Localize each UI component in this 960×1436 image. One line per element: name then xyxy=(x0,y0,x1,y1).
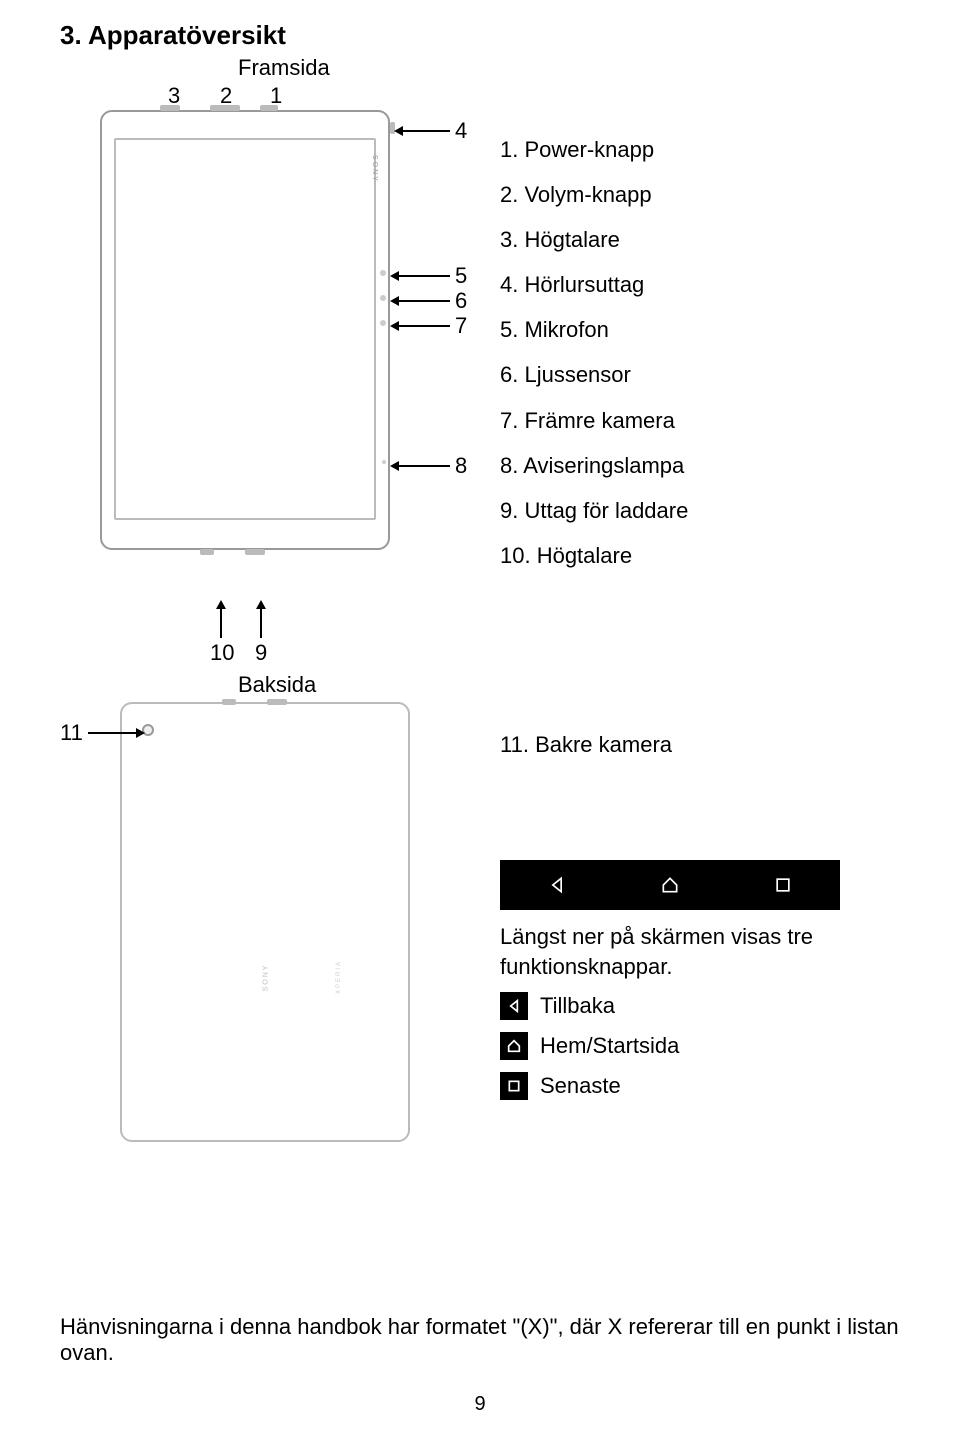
sony-logo-back: SONY xyxy=(262,964,269,992)
nav-legend-home: Hem/Startsida xyxy=(500,1032,679,1060)
back-top-notch xyxy=(222,699,236,705)
front-legend: 1. Power-knapp 2. Volym-knapp 3. Högtala… xyxy=(500,127,688,578)
callout-7: 7 xyxy=(455,313,467,339)
back-label: Tillbaka xyxy=(540,993,615,1019)
arrow-line xyxy=(220,608,222,638)
android-navbar xyxy=(500,860,840,910)
home-icon xyxy=(660,875,680,895)
frontcam-dot xyxy=(380,320,386,326)
back-top-notch2 xyxy=(267,699,287,705)
device-back: SONY XPERIA xyxy=(120,702,410,1142)
arrow-head xyxy=(256,600,266,609)
back-legend: 11. Bakre kamera xyxy=(500,732,672,758)
nav-legend-back: Tillbaka xyxy=(500,992,615,1020)
power-button xyxy=(260,105,278,111)
arrow-line xyxy=(398,300,450,302)
callout-5: 5 xyxy=(455,263,467,289)
arrow-head xyxy=(390,271,399,281)
home-label: Hem/Startsida xyxy=(540,1033,679,1059)
callout-9: 9 xyxy=(255,640,267,666)
charger-port xyxy=(245,549,265,555)
volume-button xyxy=(210,105,240,111)
xperia-logo: XPERIA xyxy=(336,960,342,994)
callout-10: 10 xyxy=(210,640,234,666)
led-dot xyxy=(382,460,386,464)
arrow-head xyxy=(216,600,226,609)
recent-icon xyxy=(773,875,793,895)
back-label: Baksida xyxy=(238,672,316,698)
arrow-line xyxy=(88,732,138,734)
front-label: Framsida xyxy=(238,55,330,81)
legend-item: 4. Hörlursuttag xyxy=(500,262,688,307)
device-front: SONY xyxy=(100,110,390,550)
legend-item: 5. Mikrofon xyxy=(500,307,688,352)
tablet-screen xyxy=(114,138,376,520)
bottom-speaker xyxy=(200,549,214,555)
callout-6: 6 xyxy=(455,288,467,314)
page-number: 9 xyxy=(0,1393,960,1416)
legend-item: 2. Volym-knapp xyxy=(500,172,688,217)
arrow-head xyxy=(390,321,399,331)
legend-item: 9. Uttag för laddare xyxy=(500,488,688,533)
lightsensor-dot xyxy=(380,295,386,301)
navbar-description: Längst ner på skärmen visas tre funktion… xyxy=(500,922,880,981)
arrow-line xyxy=(398,325,450,327)
back-icon-small xyxy=(500,992,528,1020)
footnote: Hänvisningarna i denna handbok har forma… xyxy=(60,1314,900,1366)
arrow-head xyxy=(394,126,403,136)
arrow-line xyxy=(398,465,450,467)
back-icon xyxy=(547,875,567,895)
recent-label: Senaste xyxy=(540,1073,621,1099)
arrow-head xyxy=(136,728,145,738)
callout-4: 4 xyxy=(455,118,467,144)
legend-item: 6. Ljussensor xyxy=(500,352,688,397)
back-diagram-section: 10 9 Baksida SONY XPERIA 11 11. Bakre ka… xyxy=(60,640,900,1250)
speaker-top xyxy=(160,105,180,111)
callout-8: 8 xyxy=(455,453,467,479)
home-icon-small xyxy=(500,1032,528,1060)
arrow-line xyxy=(260,608,262,638)
arrow-line xyxy=(402,130,450,132)
page-title: 3. Apparatöversikt xyxy=(60,20,900,51)
legend-item: 7. Främre kamera xyxy=(500,398,688,443)
legend-item: 1. Power-knapp xyxy=(500,127,688,172)
legend-item: 8. Aviseringslampa xyxy=(500,443,688,488)
front-diagram-section: Framsida 3 2 1 SONY 4 5 6 7 8 xyxy=(60,55,900,630)
legend-item: 3. Högtalare xyxy=(500,217,688,262)
legend-item: 10. Högtalare xyxy=(500,533,688,578)
nav-legend-recent: Senaste xyxy=(500,1072,621,1100)
mic-dot xyxy=(380,270,386,276)
sony-logo: SONY xyxy=(371,155,378,183)
arrow-head xyxy=(390,461,399,471)
callout-11: 11 xyxy=(60,720,83,746)
arrow-line xyxy=(398,275,450,277)
arrow-head xyxy=(390,296,399,306)
recent-icon-small xyxy=(500,1072,528,1100)
